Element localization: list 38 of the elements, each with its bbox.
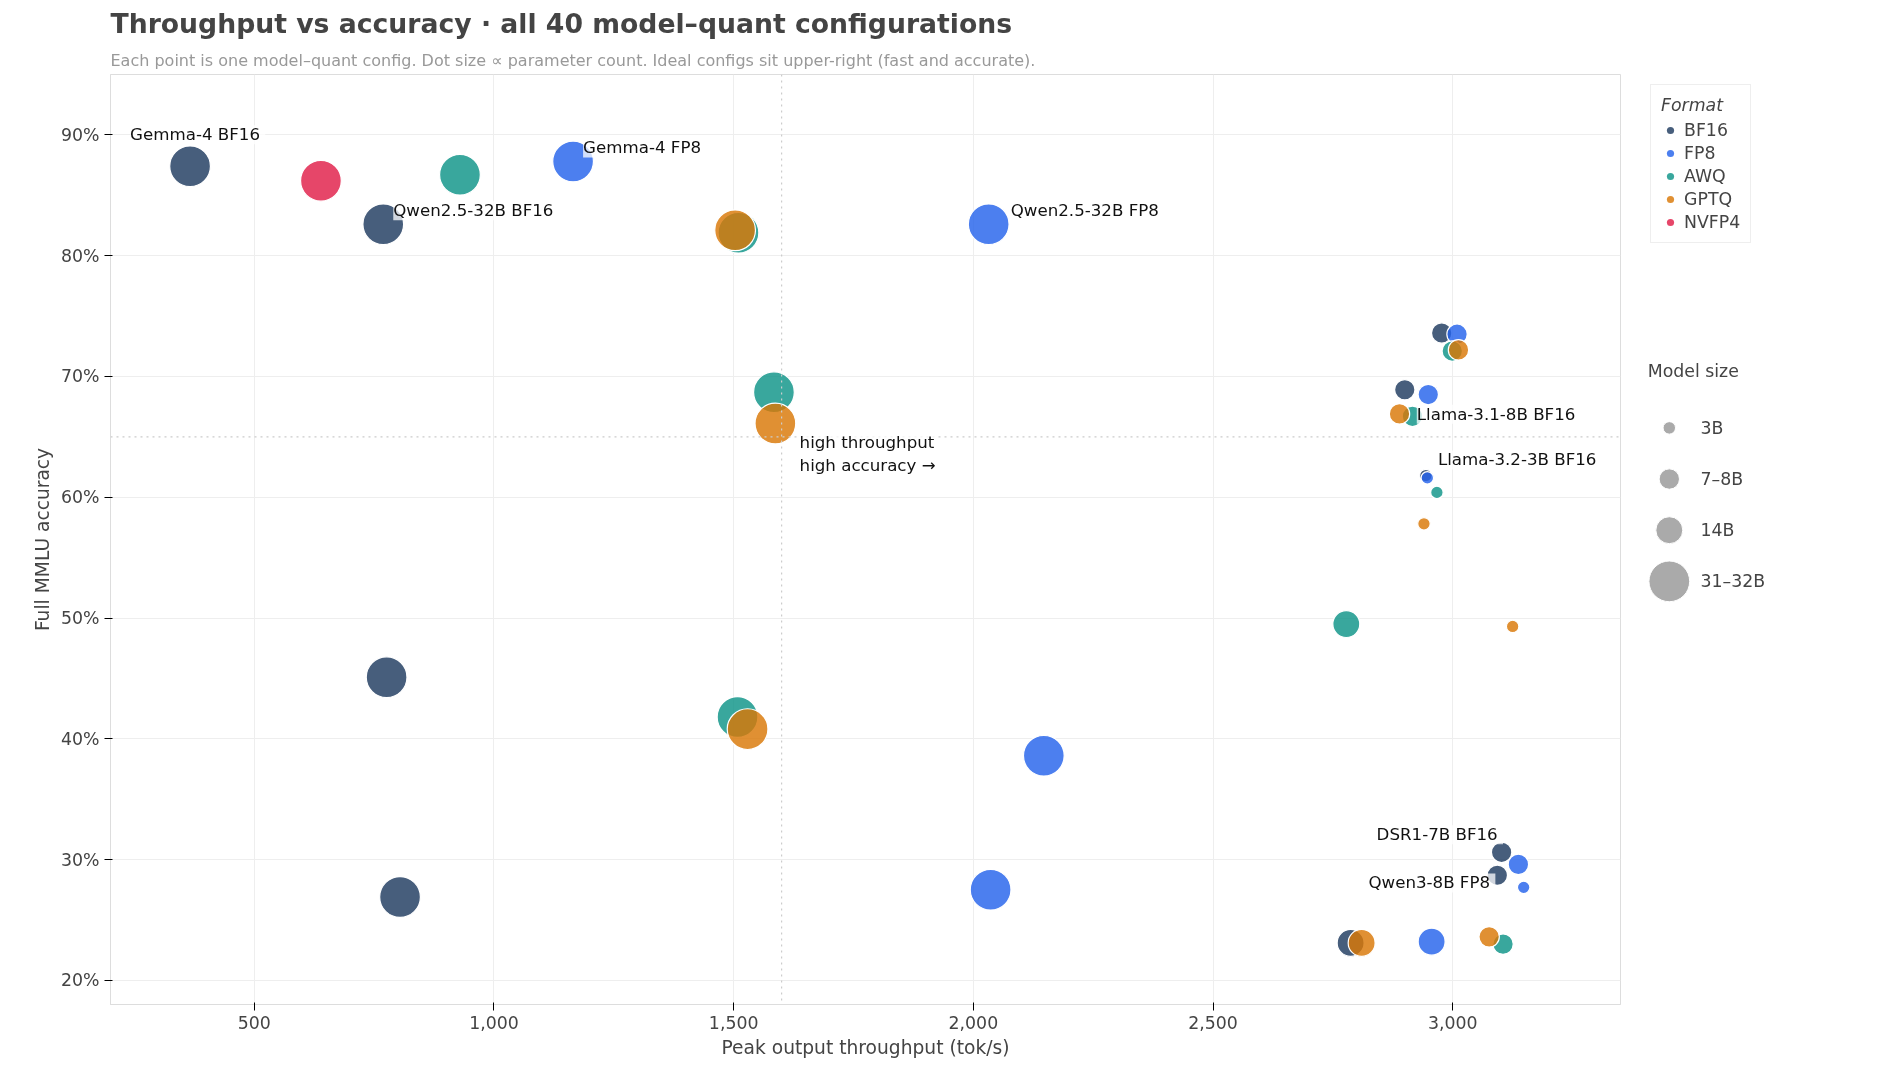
y-tick-label: 90% (60, 124, 100, 145)
y-tick-label: 40% (60, 728, 100, 749)
x-tick-label: 3,000 (1427, 1012, 1478, 1033)
x-axis-title: Peak output throughput (tok/s) (721, 1036, 1010, 1058)
legend-label: 14B (1700, 520, 1735, 541)
x-tick-label: 2,000 (948, 1012, 999, 1033)
x-tick-label: 1,000 (469, 1012, 519, 1033)
chart-title: Throughput vs accuracy · all 40 model–quant configurations (110, 7, 1013, 39)
x-tick-label: 500 (237, 1012, 271, 1033)
x-tick-label: 1,500 (708, 1012, 759, 1033)
annotation: high throughput high accuracy → (799, 433, 936, 475)
legend-label: 3B (1700, 417, 1724, 438)
y-tick-label: 50% (60, 608, 100, 629)
legend-label: BF16 (1684, 120, 1728, 140)
annotation: Qwen2.5-32B FP8 (1010, 201, 1159, 221)
y-tick-label: 80% (60, 245, 100, 266)
y-tick-label: 60% (60, 487, 100, 508)
y-tick-label: 20% (60, 970, 100, 991)
y-tick-label: 30% (60, 849, 100, 870)
y-axis-title: Full MMLU accuracy (31, 447, 53, 632)
chart-subtitle: Each point is one model–quant config. Dot size ∝ parameter count. Ideal configs sit upper-right (fast and accurate). (110, 50, 1036, 70)
annotation: Llama-3.2-3B BF16 (1437, 450, 1597, 470)
legend-label: NVFP4 (1684, 212, 1741, 232)
legend-title: Format (1661, 95, 1725, 115)
legend-label: 31–32B (1700, 571, 1766, 592)
annotation: Qwen2.5-32B BF16 (393, 201, 554, 221)
legend-label: FP8 (1684, 143, 1716, 163)
annotation: Qwen3-8B FP8 (1368, 873, 1491, 893)
annotation: Gemma-4 BF16 (130, 125, 260, 145)
annotation: Llama-3.1-8B BF16 (1416, 404, 1576, 424)
y-tick-label: 70% (60, 366, 100, 387)
x-tick-label: 2,500 (1188, 1012, 1238, 1033)
legend-label: 7–8B (1700, 469, 1744, 490)
annotation: Gemma-4 FP8 (583, 138, 702, 158)
annotation: DSR1-7B BF16 (1376, 825, 1498, 845)
legend-label: AWQ (1684, 166, 1726, 186)
text: Model size (1647, 361, 1739, 382)
legend-label: GPTQ (1684, 189, 1733, 209)
